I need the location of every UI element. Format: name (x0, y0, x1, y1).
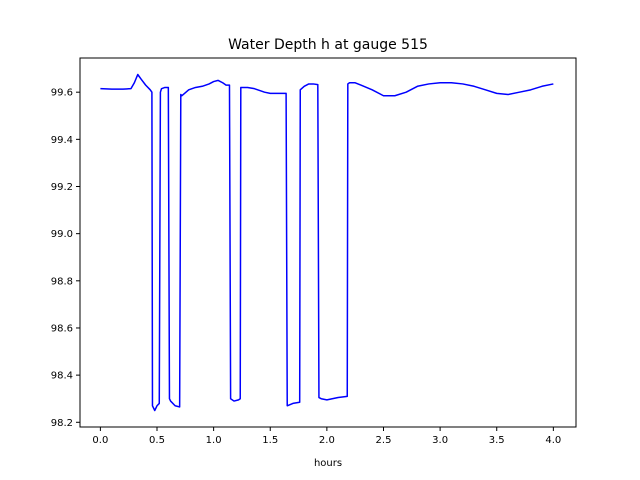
y-axis-ticks: 98.2 98.4 98.6 98.8 99.0 99.2 99.4 99.6 (51, 88, 80, 429)
x-tick-label: 1.5 (262, 435, 278, 446)
x-tick-label: 2.5 (376, 435, 392, 446)
x-tick-label: 0.0 (92, 435, 108, 446)
x-tick-label: 0.5 (149, 435, 165, 446)
y-tick-label: 98.6 (51, 323, 73, 334)
x-tick-label: 4.0 (545, 435, 561, 446)
y-tick-label: 99.0 (51, 229, 73, 240)
x-tick-label: 3.0 (432, 435, 448, 446)
plot-frame (79, 57, 577, 428)
series-line-0 (100, 73, 554, 412)
x-tick-label: 2.0 (319, 435, 335, 446)
x-tick-label: 3.5 (489, 435, 505, 446)
y-tick-label: 99.4 (51, 135, 73, 146)
y-tick-label: 98.2 (51, 418, 73, 429)
plot-lines (100, 73, 554, 412)
y-tick-label: 98.4 (51, 371, 73, 382)
x-axis-ticks: 0.0 0.5 1.0 1.5 2.0 2.5 3.0 3.5 4.0 (92, 427, 561, 446)
y-tick-label: 98.8 (51, 276, 73, 287)
x-axis-label: hours (314, 458, 342, 469)
y-tick-label: 99.2 (51, 182, 73, 193)
chart-title: Water Depth h at gauge 515 (228, 37, 428, 53)
x-tick-label: 1.0 (206, 435, 222, 446)
y-tick-label: 99.6 (51, 88, 73, 99)
